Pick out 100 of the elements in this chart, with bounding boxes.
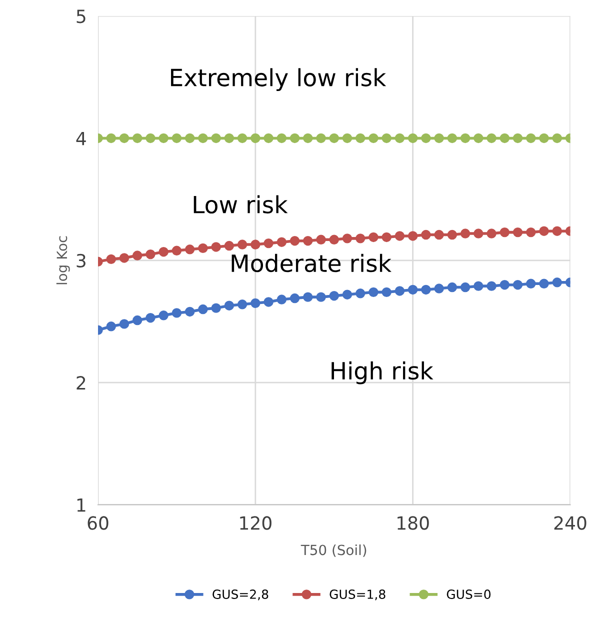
point [106, 133, 116, 144]
point [486, 228, 496, 238]
y-tick-label: 4 [76, 132, 86, 146]
x-tick-label: 240 [554, 516, 586, 530]
y-axis-title: log Koc [56, 236, 70, 284]
point [329, 133, 339, 144]
point [303, 133, 313, 144]
point [434, 230, 444, 240]
point [303, 292, 313, 302]
x-tick-label: 120 [240, 516, 272, 530]
point [184, 244, 195, 254]
point [474, 133, 484, 144]
point [184, 306, 195, 317]
point [500, 280, 510, 290]
point [290, 293, 300, 304]
point [237, 300, 248, 310]
point [460, 282, 470, 292]
point [264, 238, 274, 248]
legend-label: GUS=2,8 [212, 590, 268, 600]
point [184, 133, 195, 144]
annotation: Low risk [194, 195, 288, 214]
point [290, 236, 300, 246]
point [106, 254, 116, 264]
point [382, 287, 392, 298]
point [329, 234, 339, 245]
point [512, 227, 523, 238]
point [276, 237, 287, 247]
point [447, 282, 458, 292]
point [132, 315, 142, 326]
point [276, 294, 287, 304]
point [158, 310, 168, 320]
point [356, 234, 366, 244]
point [552, 278, 562, 288]
point [421, 133, 431, 144]
point [342, 290, 352, 300]
point [237, 240, 248, 250]
point [486, 281, 496, 291]
y-tick-label: 2 [76, 376, 86, 390]
point [224, 133, 234, 144]
point [356, 288, 366, 298]
point [526, 278, 536, 288]
point [486, 133, 496, 144]
point [224, 240, 234, 251]
y-tick-label: 3 [76, 254, 86, 268]
point [119, 253, 130, 263]
x-axis-title: T50 (Soil) [300, 544, 366, 557]
point [368, 133, 378, 144]
point [211, 242, 221, 252]
point [172, 133, 182, 144]
point [421, 284, 431, 295]
point [447, 230, 458, 240]
point [224, 300, 234, 310]
annotation: High risk [332, 361, 434, 384]
point [316, 292, 326, 302]
annotation: Moderate risk [232, 254, 392, 272]
point [316, 133, 326, 144]
point [276, 133, 287, 144]
point [132, 133, 142, 144]
legend-label: GUS=1,8 [330, 590, 386, 600]
point [146, 312, 156, 323]
y-tick-label: 5 [76, 10, 86, 24]
point [250, 133, 260, 144]
point [552, 133, 562, 144]
point [394, 231, 405, 241]
y-tick-label: 1 [77, 498, 86, 512]
point [460, 133, 470, 144]
point [552, 226, 562, 236]
point [447, 133, 458, 144]
point [198, 304, 208, 314]
point [539, 133, 549, 144]
annotation: Extremely low risk [171, 68, 386, 92]
point [460, 228, 470, 238]
point [264, 297, 274, 307]
point [172, 308, 182, 318]
point [264, 133, 274, 144]
point [119, 133, 130, 144]
point [500, 227, 510, 238]
point [342, 133, 352, 144]
point [290, 133, 300, 144]
point [526, 227, 536, 238]
point [368, 287, 378, 298]
point [394, 286, 405, 296]
point [211, 303, 221, 313]
point [316, 234, 326, 245]
point [500, 133, 510, 144]
x-tick-label: 180 [398, 516, 429, 530]
point [382, 232, 392, 242]
point [198, 243, 208, 254]
point [408, 284, 418, 295]
point [158, 133, 168, 144]
point [434, 284, 444, 294]
point [250, 298, 260, 308]
point [512, 280, 523, 290]
point [421, 230, 431, 240]
point [408, 133, 418, 144]
point [146, 249, 156, 260]
point [106, 322, 116, 332]
x-tick-label: 60 [88, 516, 108, 530]
point [211, 133, 221, 144]
point [539, 278, 549, 288]
